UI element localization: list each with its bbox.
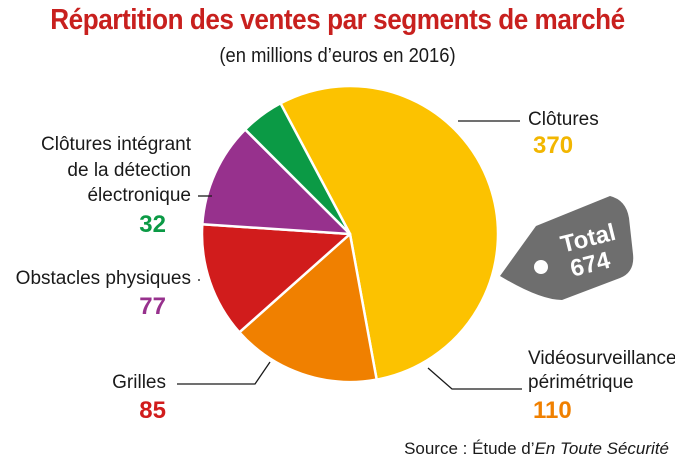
- pie-slice-1: [238, 232, 378, 384]
- total-tag: Total 674: [500, 196, 634, 300]
- slice-label-4-line-1: de la détection: [67, 160, 191, 181]
- slice-label-1-line-1: périmétrique: [528, 372, 634, 393]
- chart-title: Répartition des ventes par segments de m…: [50, 4, 625, 36]
- slice-value-3: 77: [139, 293, 166, 320]
- source-note: Source : Étude d’En Toute Sécurité: [404, 439, 669, 459]
- slice-label-4-line-2: électronique: [87, 185, 191, 206]
- slice-value-2: 85: [139, 397, 166, 424]
- leader-line-2: [177, 361, 271, 385]
- price-tag-shape: [500, 196, 634, 300]
- leader-line-1: [427, 367, 522, 390]
- source-publication: En Toute Sécurité: [534, 439, 669, 458]
- slice-value-4: 32: [139, 211, 166, 238]
- pie-slice-0: [279, 84, 500, 381]
- slice-value-1: 110: [533, 397, 572, 424]
- tag-hole: [534, 260, 548, 274]
- slice-label-1-line-0: Vidéosurveillance: [528, 348, 675, 369]
- slice-label-4-line-0: Clôtures intégrant: [41, 134, 192, 155]
- slice-label-3-line-0: Obstacles physiques: [16, 268, 191, 289]
- slice-label-2-line-0: Grilles: [112, 372, 166, 393]
- leader-lines: [177, 120, 522, 390]
- source-prefix: Source : Étude d’: [404, 439, 535, 458]
- slice-value-0: 370: [533, 132, 573, 159]
- pie-slice-4: [243, 102, 352, 236]
- pie-slice-2: [200, 222, 352, 334]
- chart-subtitle: (en millions d’euros en 2016): [219, 45, 456, 67]
- slice-label-0-line-0: Clôtures: [528, 109, 599, 130]
- pie-slice-3: [201, 128, 352, 236]
- pie-slices: [200, 84, 500, 384]
